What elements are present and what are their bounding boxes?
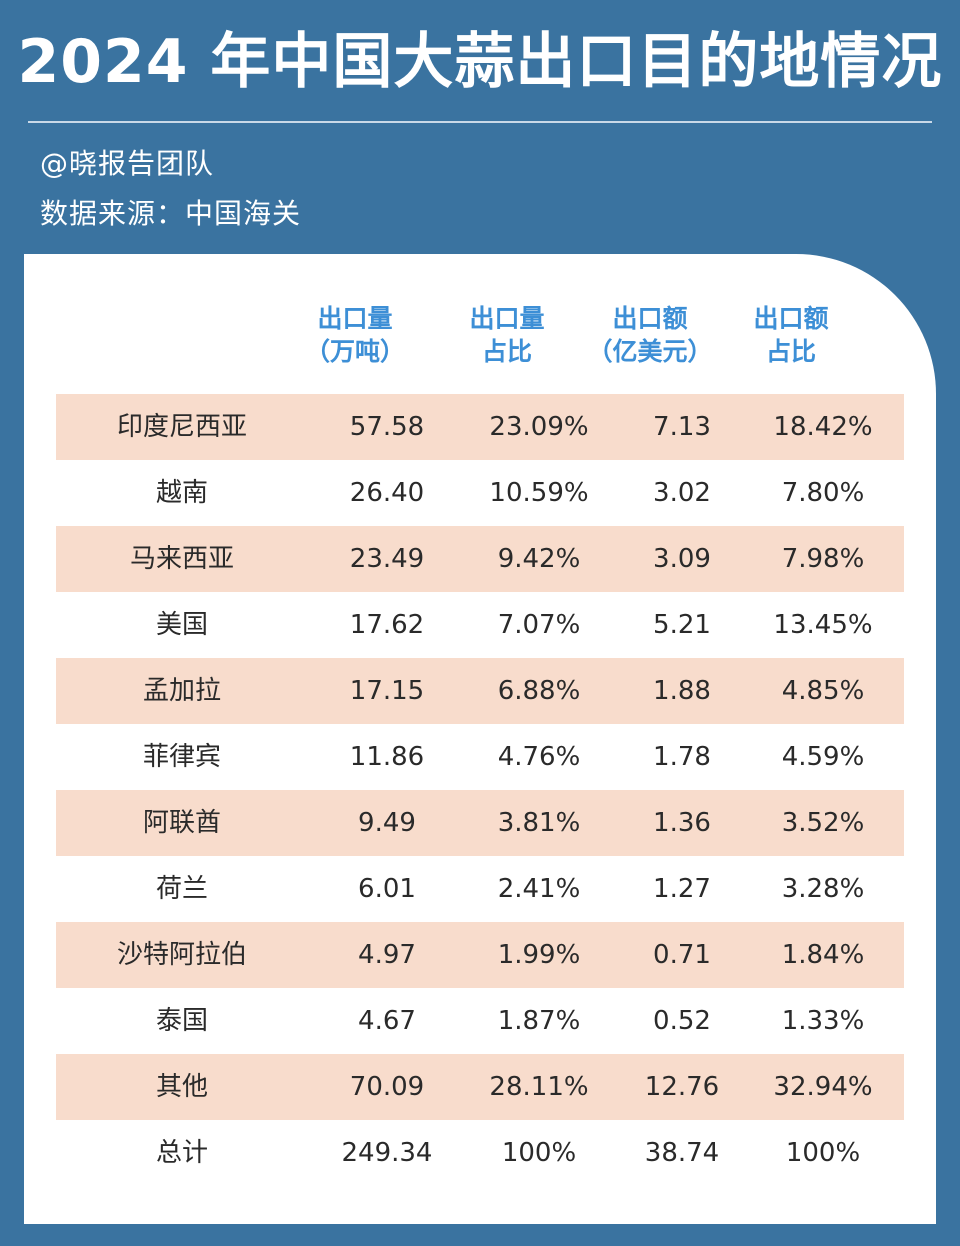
cell-country: 泰国 xyxy=(155,1006,208,1036)
cell-export-volume: 9.49 xyxy=(358,808,416,838)
cell-volume-share: 1.99% xyxy=(497,940,581,970)
cell-country: 沙特阿拉伯 xyxy=(116,940,247,970)
cell-value-share: 1.84% xyxy=(781,940,865,970)
cell-export-volume: 23.49 xyxy=(349,544,425,574)
cell-value-share: 7.80% xyxy=(781,478,865,508)
table-row: 总计 249.34 100% 38.74 100% xyxy=(56,1120,904,1186)
table-row: 阿联酋 9.49 3.81% 1.36 3.52% xyxy=(56,790,904,856)
table-row: 印度尼西亚 57.58 23.09% 7.13 18.42% xyxy=(56,394,904,460)
cell-volume-share: 3.81% xyxy=(497,808,581,838)
cell-export-volume: 17.15 xyxy=(349,676,425,706)
cell-export-volume: 70.09 xyxy=(349,1072,425,1102)
cell-volume-share: 4.76% xyxy=(497,742,581,772)
table-row: 美国 17.62 7.07% 5.21 13.45% xyxy=(56,592,904,658)
cell-export-volume: 11.86 xyxy=(349,742,425,772)
cell-volume-share: 28.11% xyxy=(489,1072,589,1102)
cell-export-volume: 4.97 xyxy=(358,940,416,970)
cell-export-volume: 26.40 xyxy=(349,478,425,508)
table-row: 沙特阿拉伯 4.97 1.99% 0.71 1.84% xyxy=(56,922,904,988)
cell-country: 其他 xyxy=(155,1072,208,1102)
cell-country: 马来西亚 xyxy=(129,544,234,574)
cell-export-value: 5.21 xyxy=(653,610,711,640)
cell-country: 美国 xyxy=(155,610,208,640)
cell-country: 印度尼西亚 xyxy=(116,412,247,442)
page-title: 2024 年中国大蒜出口目的地情况 xyxy=(17,27,943,97)
cell-value-share: 3.52% xyxy=(781,808,865,838)
cell-volume-share: 6.88% xyxy=(497,676,581,706)
cell-export-volume: 249.34 xyxy=(341,1138,433,1168)
cell-country: 孟加拉 xyxy=(142,676,221,706)
cell-volume-share: 1.87% xyxy=(497,1006,581,1036)
cell-volume-share: 2.41% xyxy=(497,874,581,904)
cell-country: 总计 xyxy=(155,1138,208,1168)
table-header: 出口量 （万吨） 出口量 占比 出口额 （亿美元） 出口额 占比 xyxy=(24,302,936,382)
header-export-value-share: 出口额 占比 xyxy=(753,304,829,366)
table-row: 越南 26.40 10.59% 3.02 7.80% xyxy=(56,460,904,526)
table-row: 马来西亚 23.49 9.42% 3.09 7.98% xyxy=(56,526,904,592)
author-credit: @晓报告团队 xyxy=(40,147,215,180)
cell-volume-share: 10.59% xyxy=(489,478,589,508)
header-export-value: 出口额 （亿美元） xyxy=(587,304,713,366)
cell-export-volume: 4.67 xyxy=(358,1006,416,1036)
table-row: 荷兰 6.01 2.41% 1.27 3.28% xyxy=(56,856,904,922)
cell-export-value: 7.13 xyxy=(653,412,711,442)
cell-volume-share: 23.09% xyxy=(489,412,589,442)
header-export-volume-share: 出口量 占比 xyxy=(469,304,545,366)
cell-value-share: 4.85% xyxy=(781,676,865,706)
cell-export-volume: 57.58 xyxy=(349,412,425,442)
cell-value-share: 7.98% xyxy=(781,544,865,574)
table-row: 菲律宾 11.86 4.76% 1.78 4.59% xyxy=(56,724,904,790)
cell-export-value: 0.71 xyxy=(653,940,711,970)
cell-value-share: 1.33% xyxy=(781,1006,865,1036)
cell-export-value: 1.27 xyxy=(653,874,711,904)
data-source: 数据来源：中国海关 xyxy=(40,197,302,230)
cell-value-share: 32.94% xyxy=(773,1072,873,1102)
cell-value-share: 3.28% xyxy=(781,874,865,904)
cell-export-value: 38.74 xyxy=(644,1138,720,1168)
title-divider xyxy=(28,121,932,123)
table-row: 孟加拉 17.15 6.88% 1.88 4.85% xyxy=(56,658,904,724)
cell-value-share: 100% xyxy=(785,1138,861,1168)
cell-volume-share: 9.42% xyxy=(497,544,581,574)
cell-export-volume: 6.01 xyxy=(358,874,416,904)
cell-export-value: 12.76 xyxy=(644,1072,720,1102)
cell-volume-share: 100% xyxy=(501,1138,577,1168)
cell-country: 菲律宾 xyxy=(142,742,221,772)
cell-export-value: 1.88 xyxy=(653,676,711,706)
cell-export-value: 0.52 xyxy=(653,1006,711,1036)
table-row: 泰国 4.67 1.87% 0.52 1.33% xyxy=(56,988,904,1054)
table-card: 出口量 （万吨） 出口量 占比 出口额 （亿美元） 出口额 占比 印度尼西亚 57… xyxy=(24,254,936,1224)
cell-export-value: 3.02 xyxy=(653,478,711,508)
cell-export-value: 1.36 xyxy=(653,808,711,838)
cell-country: 阿联酋 xyxy=(142,808,221,838)
cell-country: 荷兰 xyxy=(155,874,208,904)
cell-value-share: 4.59% xyxy=(781,742,865,772)
cell-volume-share: 7.07% xyxy=(497,610,581,640)
cell-export-volume: 17.62 xyxy=(349,610,425,640)
cell-export-value: 3.09 xyxy=(653,544,711,574)
cell-country: 越南 xyxy=(155,478,208,508)
cell-export-value: 1.78 xyxy=(653,742,711,772)
cell-value-share: 13.45% xyxy=(773,610,873,640)
header-export-volume: 出口量 （万吨） xyxy=(304,304,405,366)
table-row: 其他 70.09 28.11% 12.76 32.94% xyxy=(56,1054,904,1120)
cell-value-share: 18.42% xyxy=(773,412,873,442)
